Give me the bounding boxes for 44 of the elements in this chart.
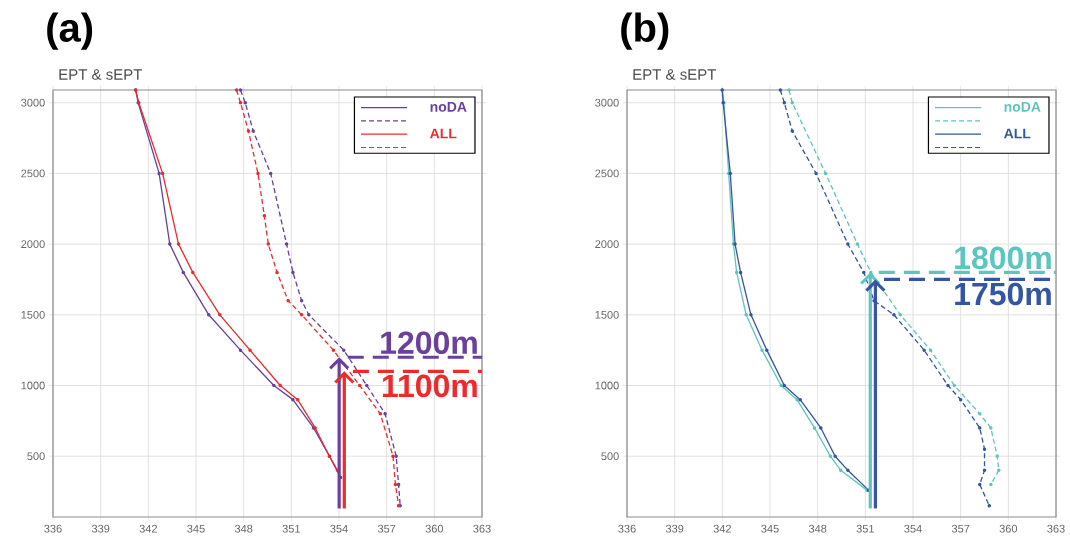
- y-tick-label: 2500: [595, 169, 619, 178]
- ref-line-label: 1100m: [382, 374, 477, 398]
- y-tick-label: 3000: [595, 98, 619, 107]
- y-tick-label: 1500: [21, 310, 45, 319]
- y-tick-label: 2000: [595, 240, 619, 249]
- x-tick-label: 357: [951, 524, 970, 533]
- chart-title: (a): [47, 12, 93, 50]
- ref-line-label: 1200m: [381, 331, 477, 355]
- x-tick-label: 339: [91, 524, 110, 533]
- legend-label: noDA: [430, 102, 467, 112]
- x-tick-label: 336: [44, 524, 62, 533]
- x-tick-label: 351: [282, 524, 300, 533]
- y-tick-label: 1500: [595, 310, 619, 319]
- y-tick-label: 2000: [21, 240, 45, 249]
- x-tick-label: 336: [618, 524, 636, 533]
- x-tick-label: 342: [713, 524, 731, 533]
- x-tick-label: 342: [139, 524, 157, 533]
- x-tick-label: 360: [425, 524, 444, 533]
- x-tick-label: 348: [808, 524, 827, 533]
- ref-line-label: 1800m: [955, 246, 1051, 270]
- legend-label: ALL: [1003, 128, 1031, 139]
- legend-label: ALL: [429, 128, 457, 139]
- x-tick-label: 351: [856, 524, 874, 533]
- ref-line-label: 1750m: [955, 282, 1051, 306]
- x-tick-label: 354: [904, 524, 922, 533]
- y-tick-label: 500: [27, 452, 45, 461]
- x-tick-label: 363: [473, 524, 491, 533]
- chart-title: (b): [621, 12, 669, 50]
- x-tick-label: 357: [377, 524, 396, 533]
- y-tick-label: 2500: [21, 169, 45, 178]
- x-tick-label: 345: [187, 524, 205, 533]
- y-tick-label: 3000: [21, 98, 45, 107]
- y-tick-label: 1000: [595, 381, 619, 390]
- x-tick-label: 354: [330, 524, 348, 533]
- x-tick-label: 363: [1047, 524, 1065, 533]
- x-tick-label: 339: [665, 524, 684, 533]
- x-tick-label: 345: [761, 524, 779, 533]
- x-tick-label: 348: [234, 524, 253, 533]
- chart-subtitle: EPT & sEPT: [59, 69, 143, 80]
- y-tick-label: 500: [601, 452, 619, 461]
- legend-label: noDA: [1004, 102, 1041, 112]
- chart-subtitle: EPT & sEPT: [633, 69, 717, 80]
- x-tick-label: 360: [999, 524, 1018, 533]
- y-tick-label: 1000: [21, 381, 45, 390]
